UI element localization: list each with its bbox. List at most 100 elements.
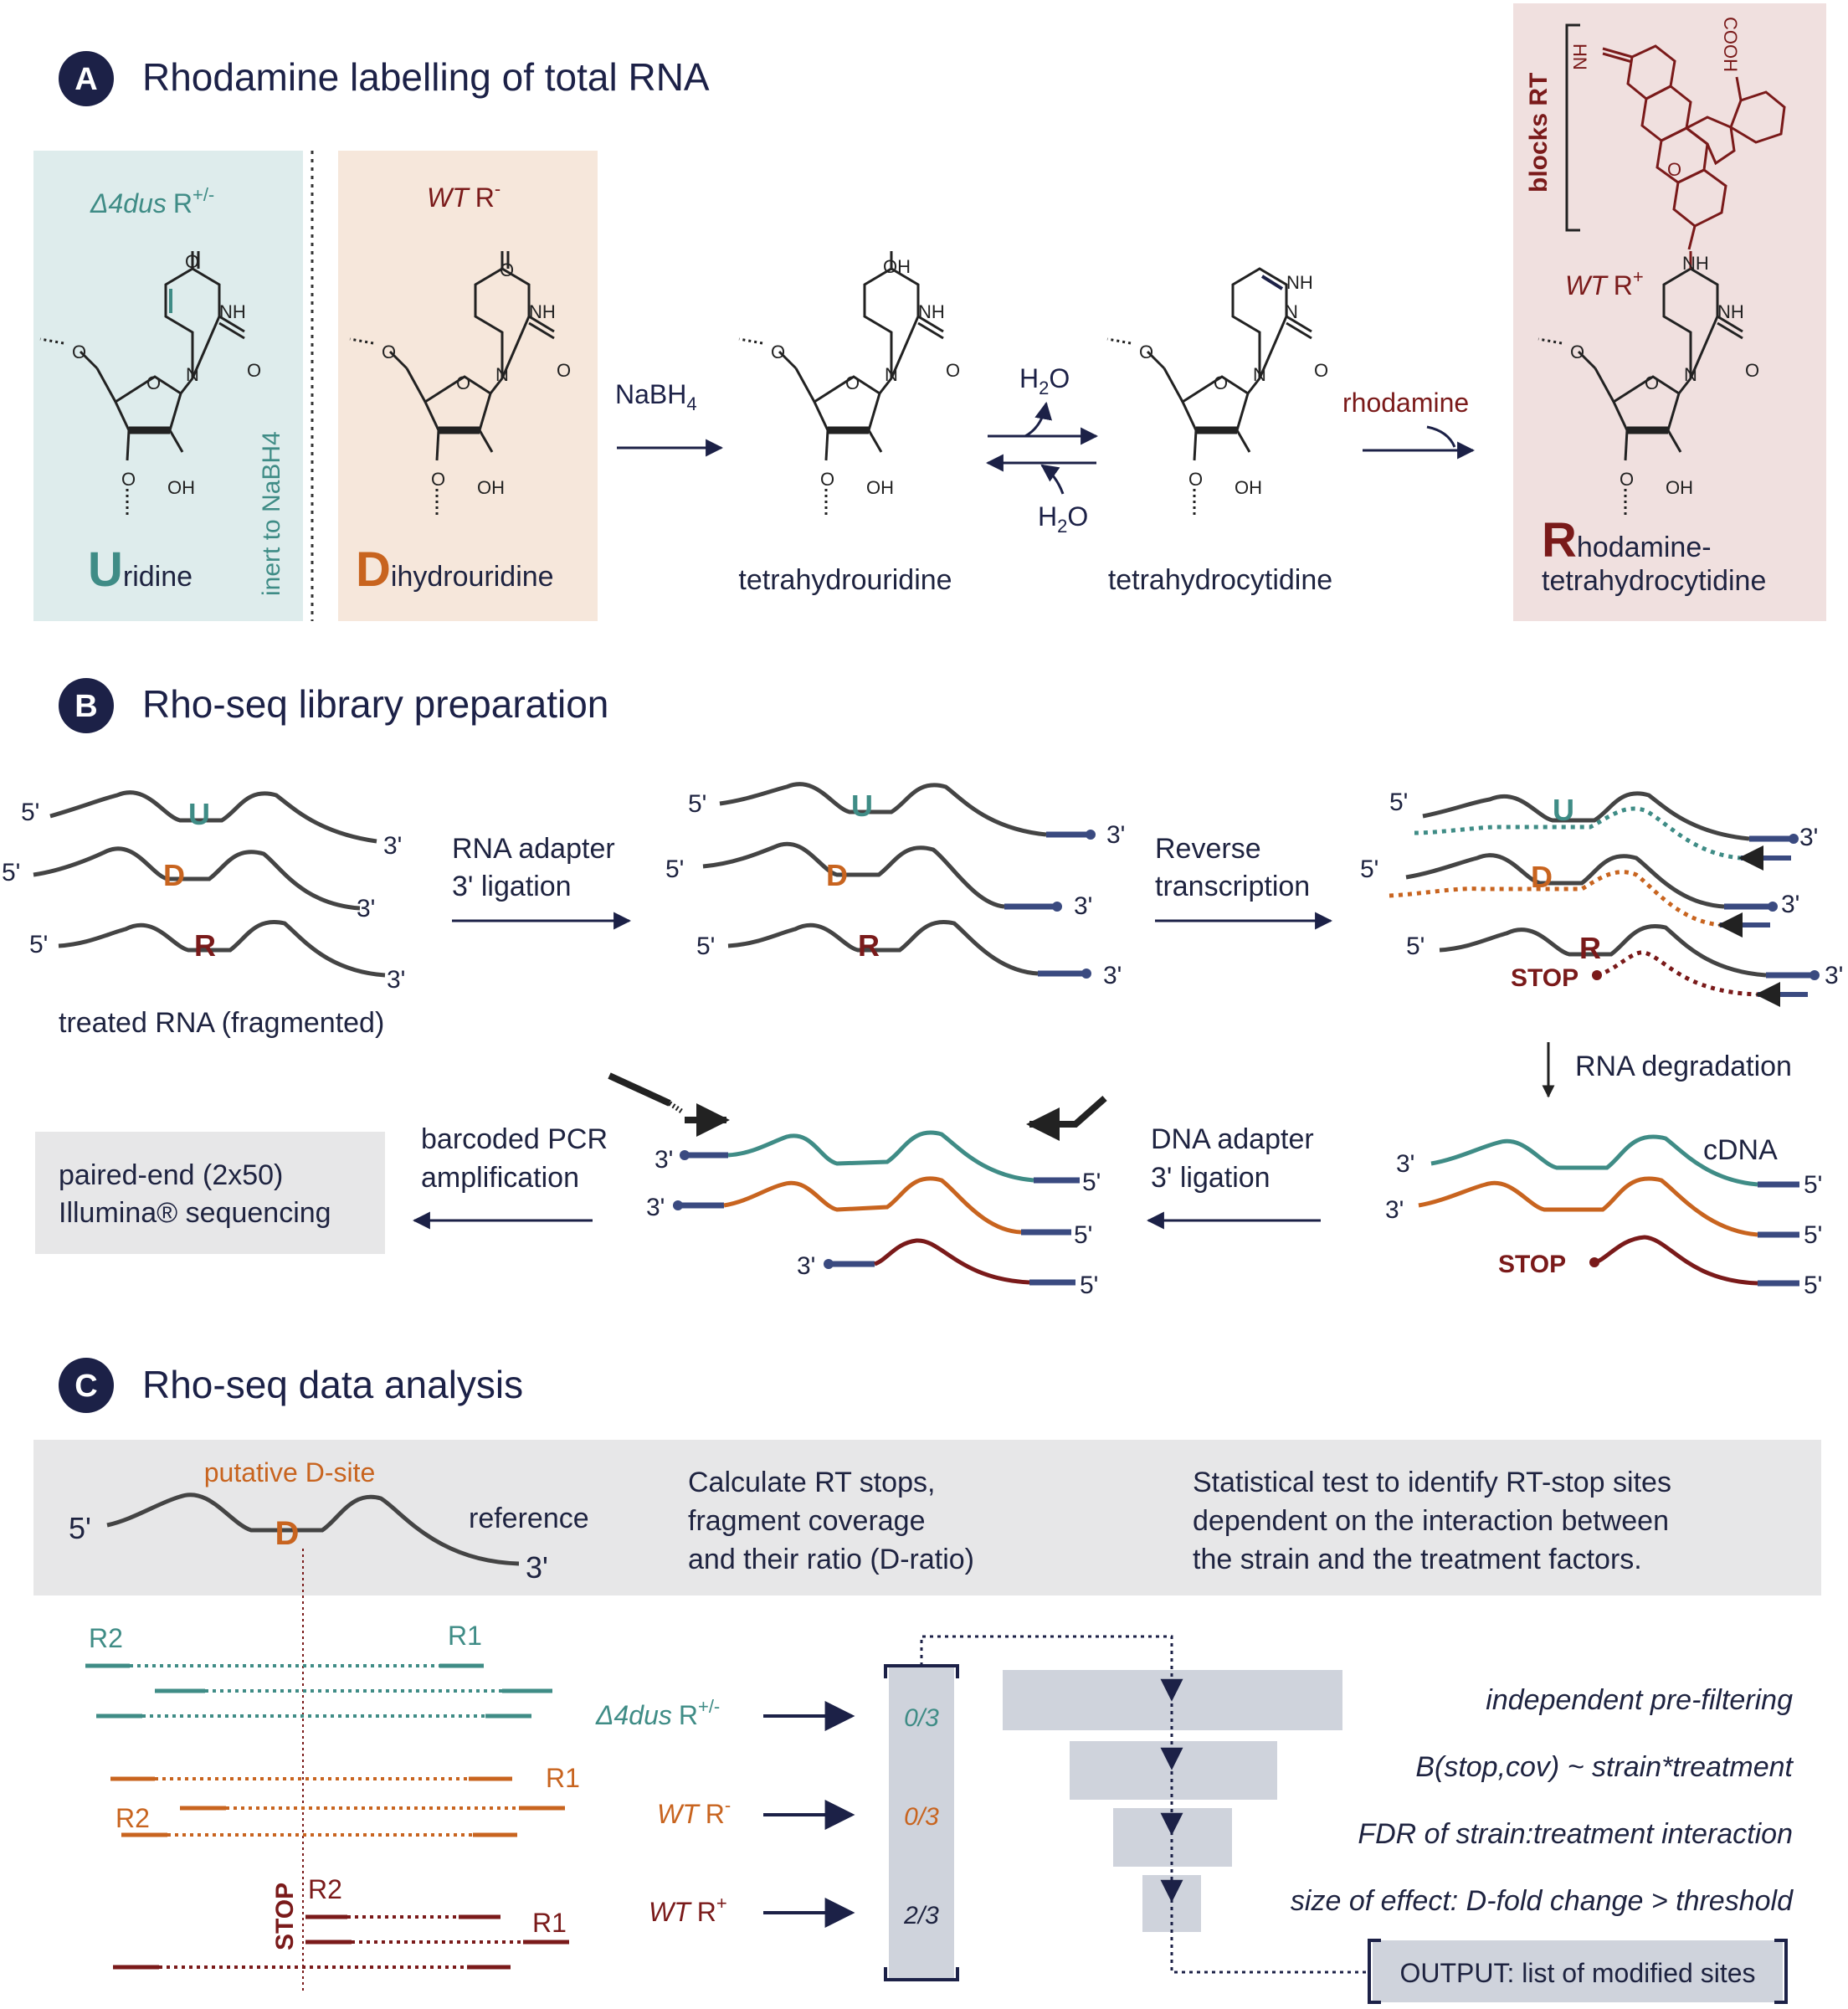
ligated-rna-group: 5' 3' 5' 3' 5' 3' U D R — [665, 782, 1125, 989]
svg-text:3': 3' — [357, 895, 375, 922]
step4-label-1: DNA adapter — [1151, 1123, 1314, 1155]
replicate-count-3: 2/3 — [903, 1902, 939, 1929]
tetrahydrocytidine-label: tetrahydrocytidine — [1108, 564, 1332, 596]
output-box — [1373, 1940, 1783, 2002]
uridine-structure: O NH N O O O O OH — [40, 251, 261, 516]
treated-rna-label: treated RNA (fragmented) — [59, 1007, 384, 1039]
svg-text:R: R — [858, 928, 880, 963]
treated-rna-group: 5' 3' 5' 3' 5' 3' U D R treated RNA (fra… — [2, 790, 405, 1039]
svg-text:NH: NH — [1717, 301, 1744, 322]
rhodamine-label-line1: Rhodamine- — [1542, 513, 1712, 568]
replicate-column — [889, 1666, 954, 1980]
svg-text:5': 5' — [1804, 1272, 1822, 1299]
cdna-group: 3' 5' 3' 5' 5' cDNA STOP — [1385, 1134, 1822, 1299]
rhodamine-strain-label: WT R+ — [1565, 266, 1644, 301]
cdna-label: cDNA — [1703, 1134, 1778, 1166]
svg-text:D: D — [826, 858, 848, 892]
svg-text:N: N — [1285, 301, 1298, 322]
nuc-r: R — [194, 928, 216, 963]
degradation-label: RNA degradation — [1575, 1051, 1792, 1082]
stat-line-1: Statistical test to identify RT-stop sit… — [1193, 1467, 1671, 1498]
rhodamine-label-line2: tetrahydrocytidine — [1542, 565, 1766, 597]
calc-line-3: and their ratio (D-ratio) — [688, 1544, 974, 1575]
svg-text:3': 3' — [383, 832, 402, 860]
svg-text:R2: R2 — [308, 1874, 342, 1904]
svg-text:OH: OH — [866, 477, 894, 498]
svg-text:5': 5' — [21, 799, 39, 826]
svg-text:N: N — [186, 364, 199, 385]
svg-text:NH: NH — [1286, 272, 1313, 293]
stop-label-reads: STOP — [271, 1883, 299, 1950]
putative-d-site-label: putative D-site — [204, 1457, 376, 1487]
svg-text:5': 5' — [1360, 855, 1378, 883]
svg-text:5': 5' — [1082, 1169, 1101, 1196]
step4-label-2: 3' ligation — [1151, 1162, 1270, 1194]
reference-strand — [106, 1493, 520, 1566]
svg-text:O: O — [247, 360, 261, 381]
svg-text:R1: R1 — [532, 1908, 567, 1938]
calc-line-1: Calculate RT stops, — [688, 1467, 935, 1498]
svg-text:OH: OH — [167, 477, 195, 498]
svg-text:3': 3' — [1799, 824, 1818, 851]
svg-text:N: N — [885, 364, 898, 385]
blocks-rt-bracket — [1565, 23, 1580, 232]
replicate-count-1: 0/3 — [904, 1704, 939, 1732]
condition-label-3: WT R+ — [649, 1893, 727, 1927]
filter-label-4: size of effect: D-fold change > threshol… — [1291, 1885, 1794, 1917]
svg-text:NH: NH — [1682, 253, 1709, 274]
replicate-count-2: 0/3 — [904, 1803, 939, 1831]
svg-text:5': 5' — [1080, 1272, 1098, 1299]
step1-label-2: 3' ligation — [452, 871, 572, 902]
step2-label-1: Reverse — [1155, 833, 1261, 865]
svg-text:O: O — [121, 469, 136, 490]
svg-text:5': 5' — [688, 790, 706, 818]
svg-text:HN: HN — [1569, 44, 1590, 70]
step5-label-2: amplification — [421, 1162, 579, 1194]
svg-text:O: O — [1645, 373, 1659, 393]
dihydrouridine-structure: O NH N O O O O OH — [350, 251, 571, 516]
dihydrouridine-panel — [338, 151, 598, 621]
svg-text:O: O — [1314, 360, 1328, 381]
filter-label-3: FDR of strain:treatment interaction — [1358, 1818, 1793, 1850]
svg-text:3': 3' — [1385, 1196, 1404, 1224]
svg-text:R: R — [1579, 931, 1601, 965]
stop-label-cdna: STOP — [1498, 1251, 1566, 1278]
nuc-u: U — [188, 797, 210, 831]
filter-label-2: B(stop,cov) ~ strain*treatment — [1415, 1751, 1794, 1783]
stat-line-2: dependent on the interaction between — [1193, 1505, 1669, 1537]
panel-c-title: Rho-seq data analysis — [142, 1363, 523, 1406]
nabh4-label: NaBH4 — [615, 379, 697, 414]
reference-label: reference — [469, 1503, 589, 1534]
flow-path-output — [1170, 1967, 1366, 1974]
svg-text:O: O — [1570, 342, 1584, 362]
svg-text:O: O — [557, 360, 571, 381]
condition-label-2: WT R- — [657, 1795, 731, 1829]
rhodamine-in-arrow — [1426, 425, 1456, 448]
svg-text:COOH: COOH — [1720, 17, 1741, 72]
rhodamine-structure: NH NH N O O O O OH NH O HN COOH — [1538, 17, 1786, 516]
inert-label: inert to NaBH4 — [258, 431, 285, 596]
flow-path — [920, 1635, 1173, 1967]
svg-text:O: O — [1620, 469, 1634, 490]
svg-text:5': 5' — [1074, 1221, 1092, 1249]
svg-text:O: O — [1139, 342, 1153, 362]
svg-text:3': 3' — [1396, 1150, 1414, 1178]
svg-text:3': 3' — [646, 1194, 665, 1221]
sequencing-label-1: paired-end (2x50) — [59, 1159, 283, 1191]
svg-text:3': 3' — [1106, 821, 1125, 849]
svg-text:NH: NH — [219, 301, 246, 322]
svg-text:O: O — [500, 259, 514, 280]
svg-text:5': 5' — [696, 933, 715, 960]
svg-text:OH: OH — [1666, 477, 1693, 498]
svg-text:5': 5' — [1406, 933, 1424, 960]
dihydrouridine-strain-label: WT R- — [427, 178, 501, 213]
svg-text:O: O — [946, 360, 960, 381]
svg-text:3': 3' — [387, 966, 405, 994]
svg-text:OH: OH — [1235, 477, 1262, 498]
svg-text:OH: OH — [883, 256, 911, 277]
water-out-arrow — [1024, 401, 1053, 438]
svg-text:5': 5' — [1389, 789, 1408, 816]
uridine-strain-label: Δ4dus R+/- — [90, 184, 214, 218]
sequencing-box — [35, 1132, 385, 1254]
